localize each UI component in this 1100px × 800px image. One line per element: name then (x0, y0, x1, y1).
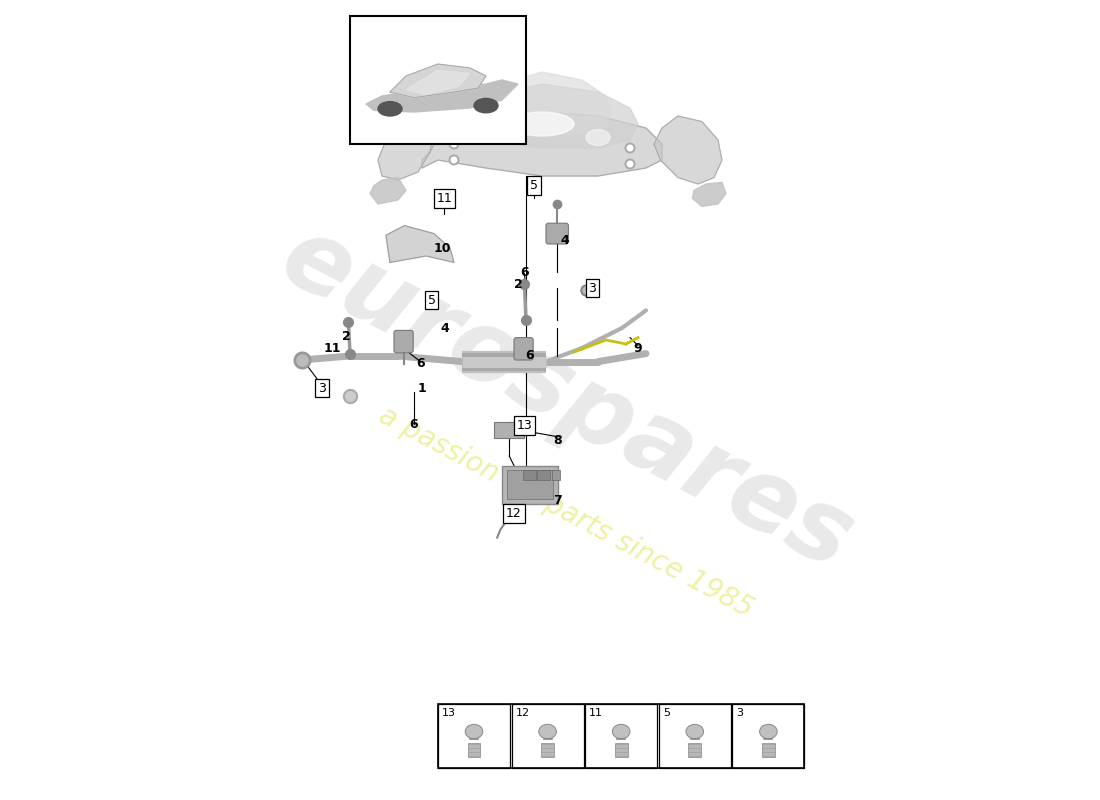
Text: 12: 12 (506, 507, 521, 520)
Text: 13: 13 (442, 708, 456, 718)
Ellipse shape (510, 112, 574, 136)
Text: 2: 2 (342, 330, 351, 342)
Bar (689, 742, 701, 757)
Ellipse shape (451, 141, 456, 146)
Bar (615, 742, 628, 757)
Polygon shape (458, 72, 610, 134)
Ellipse shape (627, 162, 632, 166)
Text: 6: 6 (409, 418, 418, 430)
Text: 12: 12 (516, 708, 530, 718)
Bar (762, 742, 774, 757)
Text: 9: 9 (634, 342, 642, 354)
Bar (541, 742, 554, 757)
Text: 6: 6 (520, 266, 529, 278)
Text: 3: 3 (318, 382, 326, 394)
Polygon shape (378, 120, 434, 180)
Ellipse shape (627, 146, 632, 150)
Bar (502, 466, 558, 504)
Text: 10: 10 (433, 242, 451, 254)
Ellipse shape (465, 724, 483, 738)
Text: 11: 11 (437, 192, 452, 205)
Text: 5: 5 (428, 294, 436, 306)
Text: 5: 5 (530, 179, 538, 192)
Text: 1: 1 (418, 382, 427, 394)
Bar (350, 16, 526, 144)
Polygon shape (370, 178, 406, 204)
Text: 4: 4 (560, 234, 569, 246)
Bar (659, 704, 730, 768)
Text: 6: 6 (416, 358, 425, 370)
Ellipse shape (474, 128, 498, 144)
Ellipse shape (378, 102, 402, 116)
Text: 6: 6 (526, 350, 535, 362)
Ellipse shape (760, 724, 778, 738)
Text: eurospares: eurospares (264, 209, 868, 591)
Polygon shape (422, 112, 662, 176)
Bar (733, 704, 804, 768)
Text: a passion for parts since 1985: a passion for parts since 1985 (374, 401, 758, 623)
Ellipse shape (686, 724, 704, 738)
FancyBboxPatch shape (394, 330, 414, 353)
Ellipse shape (474, 98, 498, 113)
Text: 11: 11 (323, 342, 341, 354)
Polygon shape (366, 80, 518, 112)
Bar (512, 704, 584, 768)
Ellipse shape (539, 724, 557, 738)
Text: 13: 13 (517, 419, 532, 432)
Text: 3: 3 (736, 708, 744, 718)
Polygon shape (386, 226, 454, 262)
Polygon shape (390, 64, 486, 98)
FancyBboxPatch shape (514, 338, 534, 360)
Bar (507, 470, 553, 499)
Text: 2: 2 (514, 278, 522, 290)
Bar (551, 470, 560, 480)
Text: 5: 5 (663, 708, 670, 718)
Ellipse shape (586, 130, 611, 146)
Ellipse shape (625, 143, 635, 153)
Text: 8: 8 (553, 434, 562, 446)
Ellipse shape (613, 724, 630, 738)
Ellipse shape (449, 155, 459, 165)
Text: 7: 7 (553, 494, 562, 506)
Bar (468, 742, 481, 757)
Text: 11: 11 (590, 708, 603, 718)
Text: 4: 4 (440, 322, 449, 334)
Ellipse shape (625, 159, 635, 169)
Polygon shape (438, 84, 638, 148)
Ellipse shape (449, 139, 459, 149)
Bar (438, 704, 804, 768)
Ellipse shape (451, 157, 456, 162)
Bar (537, 470, 550, 480)
Bar (522, 470, 536, 480)
Text: 3: 3 (588, 282, 596, 294)
Polygon shape (692, 182, 726, 206)
Bar (438, 704, 510, 768)
FancyBboxPatch shape (546, 223, 569, 244)
Bar (585, 704, 657, 768)
Polygon shape (406, 70, 470, 94)
Bar (494, 422, 525, 438)
Polygon shape (654, 116, 722, 184)
